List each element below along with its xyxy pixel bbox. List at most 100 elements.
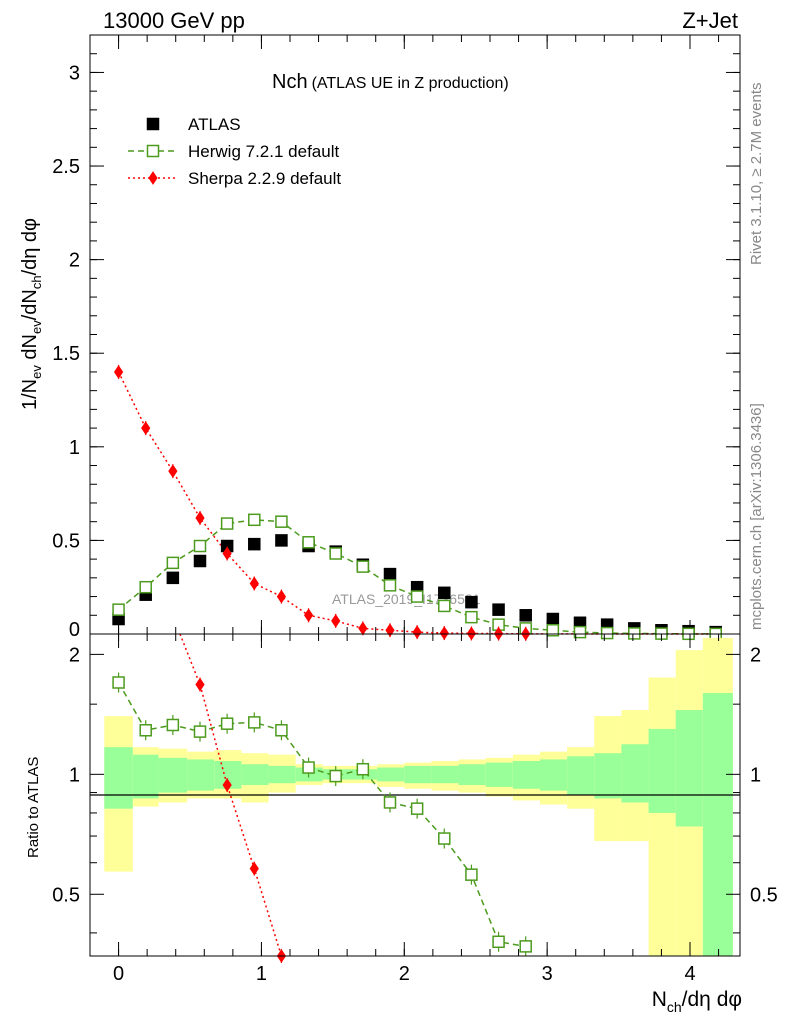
sherpa-point	[222, 546, 232, 561]
inner-band-bin	[540, 759, 568, 791]
sherpa-point	[168, 464, 178, 479]
atlas-point	[383, 567, 397, 581]
herwig-point	[112, 603, 125, 616]
herwig-point	[302, 536, 315, 549]
main-axes: 0.5 1 1.5 2 2.5 3 0	[52, 35, 740, 641]
herwig-ratio-point	[465, 868, 478, 881]
legend-label: ATLAS	[188, 115, 241, 134]
herwig-ratio-point	[329, 769, 342, 783]
legend-label: Herwig 7.2.1 default	[188, 142, 339, 161]
herwig-point	[220, 517, 234, 530]
inner-band-bin	[377, 767, 405, 782]
herwig-point	[193, 539, 207, 553]
main-y-tick-label: 2	[69, 250, 80, 272]
herwig-point	[628, 627, 641, 640]
inner-band-bin	[104, 747, 133, 809]
x-tick-label: 4	[684, 963, 695, 985]
sherpa-point	[303, 608, 314, 623]
main-y-tick-label: 2.5	[52, 156, 80, 178]
main-y-axis-label: 1/Nev dNev/dNch/dη dφ	[19, 218, 44, 410]
atlas-point	[546, 612, 560, 626]
sherpa-point	[466, 626, 477, 641]
inner-band-bin	[431, 765, 459, 784]
herwig-point	[275, 515, 288, 528]
sherpa-ratio-point	[249, 861, 259, 876]
herwig-point	[329, 547, 342, 560]
herwig-point	[410, 590, 424, 603]
inner-band-bin	[458, 764, 486, 786]
legend: ATLAS Herwig 7.2.1 default Sherpa 2.2.9 de…	[128, 115, 341, 188]
herwig-ratio-point	[139, 724, 152, 737]
inner-band-bin	[404, 765, 432, 784]
ratio-y-tick-label: 2	[69, 644, 80, 666]
herwig-ratio-point	[356, 762, 370, 776]
sherpa-point	[276, 589, 287, 604]
chart-title: Nch (ATLAS UE in Z production)	[272, 71, 509, 93]
main-y-tick-label: 3	[69, 62, 80, 84]
herwig-ratio-point	[248, 716, 261, 729]
herwig-ratio-line	[117, 682, 526, 948]
atlas-point	[492, 603, 505, 616]
main-y-tick-label-zero: 0	[69, 619, 80, 641]
x-tick-label: 3	[542, 963, 553, 985]
rivet-label: Rivet 3.1.10, ≥ 2.7M events	[748, 83, 765, 266]
legend-marker	[146, 144, 160, 158]
ratio-y-tick-label-right: 2	[750, 644, 761, 666]
herwig-point	[139, 580, 152, 594]
ratio-axes: 0 1 2 3 4 0.5 0.5 1 1 2 2	[52, 634, 778, 985]
herwig-ratio-point	[166, 718, 180, 732]
herwig-ratio-point	[275, 724, 288, 737]
legend-marker	[146, 117, 160, 131]
legend-marker	[148, 171, 158, 185]
atlas-point	[519, 609, 532, 622]
ratio-y-tick-label: 1	[69, 764, 80, 786]
herwig-point	[356, 560, 370, 573]
sherpa-ratio-line	[179, 633, 283, 957]
inner-band-bin	[485, 762, 513, 787]
ratio-series-group	[112, 633, 532, 963]
herwig-point	[438, 599, 451, 613]
herwig-ratio-point	[438, 832, 451, 845]
inner-band-bin	[621, 744, 649, 803]
herwig-point	[248, 513, 261, 527]
sherpa-point	[331, 613, 341, 628]
atlas-point	[166, 571, 180, 585]
watermark: ATLAS_2019_I1736531	[332, 591, 481, 607]
outer-band-bin	[648, 677, 676, 956]
herwig-point	[383, 579, 397, 592]
herwig-ratio-point	[492, 935, 505, 949]
inner-band-bin	[675, 710, 703, 827]
herwig-point	[600, 626, 614, 640]
herwig-line	[118, 519, 716, 635]
herwig-point	[166, 556, 180, 570]
inner-band-bin	[158, 757, 188, 793]
ratio-y-tick-label-right: 1	[750, 764, 761, 786]
ratio-panel: 0 1 2 3 4 0.5 0.5 1 1 2 2 Ratio to ATLAS	[25, 633, 778, 985]
sherpa-point	[113, 365, 124, 379]
herwig-ratio-point	[193, 725, 207, 738]
main-y-tick-label: 1	[69, 437, 80, 459]
atlas-point	[248, 537, 261, 551]
herwig-point	[573, 625, 587, 639]
sherpa-ratio-point	[222, 778, 232, 792]
ratio-uncertainty-bands	[104, 637, 733, 956]
ratio-y-axis-label: Ratio to ATLAS	[25, 757, 42, 858]
inner-band-bin	[702, 692, 733, 956]
herwig-ratio-point	[112, 676, 125, 689]
sherpa-point	[412, 625, 422, 640]
legend-label: Sherpa 2.2.9 default	[188, 169, 341, 188]
inner-band-bin	[241, 764, 269, 786]
ratio-y-tick-label: 0.5	[52, 884, 80, 906]
inner-band-bin	[594, 753, 622, 799]
sherpa-point	[195, 511, 205, 525]
x-tick-label: 2	[399, 963, 410, 985]
inner-band-bin	[648, 728, 676, 813]
inner-band-bin	[268, 765, 296, 784]
sherpa-ratio-point	[195, 677, 205, 692]
energy-label: 13000 GeV pp	[103, 8, 245, 33]
atlas-point	[193, 554, 207, 568]
sherpa-point	[385, 623, 395, 638]
herwig-ratio-point	[302, 761, 315, 774]
inner-band-bin	[132, 754, 159, 799]
